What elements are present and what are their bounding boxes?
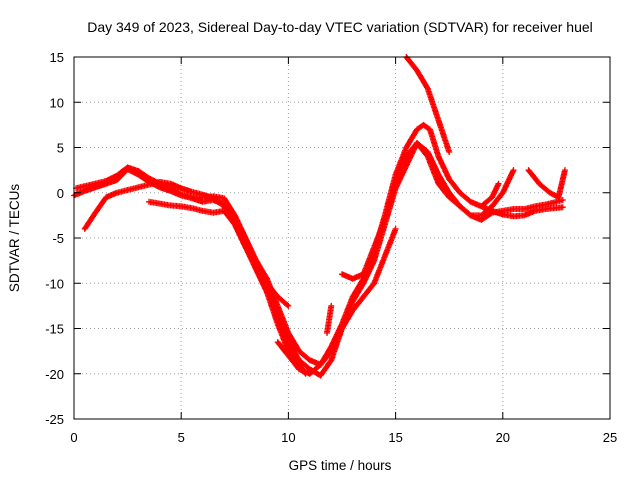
- x-tick-label: 0: [70, 430, 77, 445]
- y-tick-label: -10: [45, 276, 64, 291]
- y-tick-label: -5: [52, 231, 64, 246]
- x-tick-label: 5: [178, 430, 185, 445]
- y-axis-label: SDTVAR / TECUs: [7, 184, 22, 293]
- data-series-track-4: [146, 198, 292, 309]
- y-tick-label: 15: [50, 50, 64, 65]
- data-marks: [71, 54, 568, 379]
- x-tick-label: 20: [496, 430, 510, 445]
- data-series-track-7: [324, 302, 335, 336]
- axis-ticks: 0 5 10 15 20 25 -25 -20 -15 -10 -5 0 5 10 15: [45, 50, 617, 445]
- data-series-track-9: [478, 180, 502, 210]
- x-tick-label: 25: [603, 430, 617, 445]
- y-tick-label: 0: [57, 186, 64, 201]
- y-tick-label: -15: [45, 322, 64, 337]
- data-series-track-10: [525, 167, 568, 201]
- y-tick-label: -20: [45, 367, 64, 382]
- y-tick-label: 10: [50, 95, 64, 110]
- x-tick-label: 10: [281, 430, 295, 445]
- grid-lines: [74, 57, 610, 419]
- data-series-track-6: [339, 140, 517, 282]
- data-series-track-5: [274, 225, 399, 377]
- y-tick-label: -25: [45, 412, 64, 427]
- x-axis-label: GPS time / hours: [289, 458, 392, 473]
- y-tick-label: 5: [57, 141, 64, 156]
- data-series-track-2: [73, 121, 566, 368]
- x-tick-label: 15: [388, 430, 402, 445]
- chart-title: Day 349 of 2023, Sidereal Day-to-day VTE…: [87, 19, 593, 35]
